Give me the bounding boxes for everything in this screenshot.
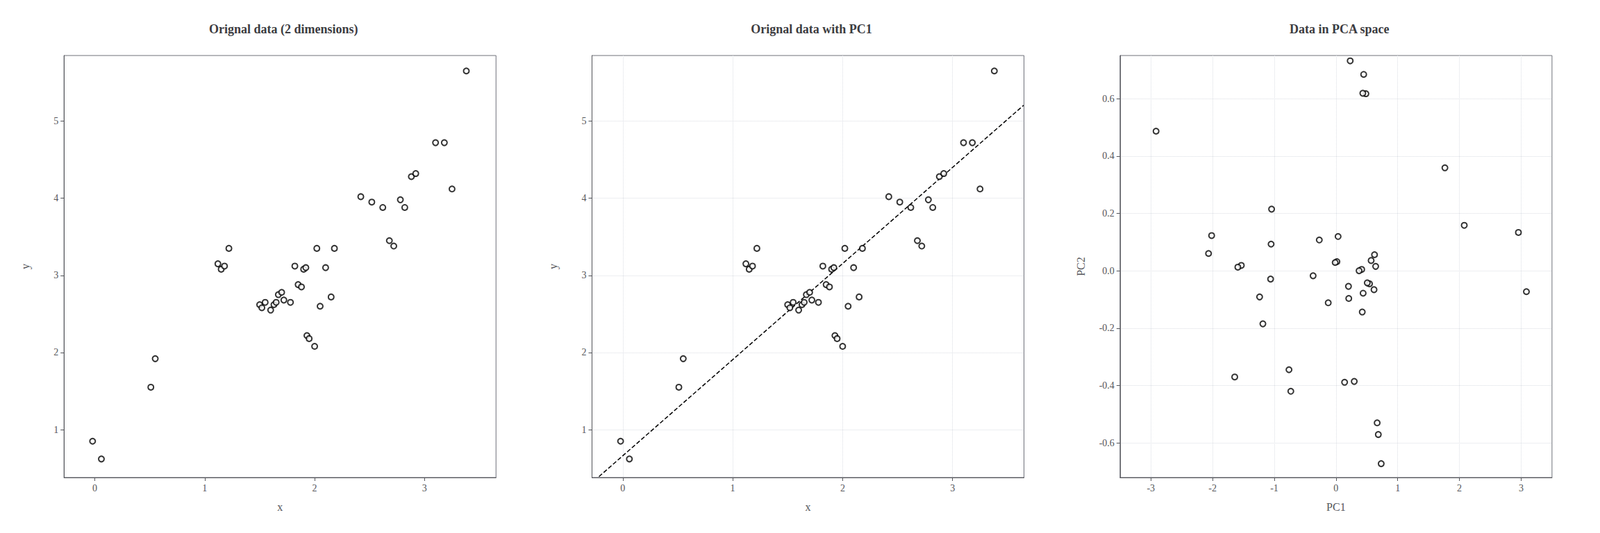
svg-text:0.0: 0.0 <box>1102 265 1115 277</box>
svg-text:1: 1 <box>202 483 207 494</box>
svg-text:3: 3 <box>1518 483 1524 494</box>
svg-text:PC2: PC2 <box>1075 256 1087 277</box>
svg-text:2: 2 <box>840 483 846 494</box>
svg-text:2: 2 <box>1456 483 1462 494</box>
svg-text:0: 0 <box>620 483 625 494</box>
svg-text:4: 4 <box>581 193 587 204</box>
svg-text:3: 3 <box>53 270 59 281</box>
svg-text:-2: -2 <box>1208 483 1217 494</box>
svg-text:2: 2 <box>53 347 59 358</box>
svg-text:2: 2 <box>581 347 587 358</box>
svg-text:Data in PCA space: Data in PCA space <box>1289 22 1390 37</box>
svg-text:y: y <box>547 263 560 270</box>
svg-text:3: 3 <box>581 270 587 281</box>
svg-text:Orignal data with PC1: Orignal data with PC1 <box>750 22 873 37</box>
svg-text:PC1: PC1 <box>1326 501 1346 514</box>
svg-text:0: 0 <box>92 483 98 494</box>
svg-text:0.4: 0.4 <box>1102 150 1115 162</box>
svg-text:-1: -1 <box>1270 483 1279 494</box>
svg-text:3: 3 <box>422 483 428 494</box>
svg-text:Orignal data (2 dimensions): Orignal data (2 dimensions) <box>209 22 359 37</box>
svg-text:-0.2: -0.2 <box>1099 322 1115 334</box>
svg-text:0.2: 0.2 <box>1102 208 1115 219</box>
svg-text:0.6: 0.6 <box>1102 93 1115 105</box>
svg-text:4: 4 <box>53 193 59 204</box>
svg-text:2: 2 <box>312 483 318 494</box>
svg-text:0: 0 <box>1333 483 1339 494</box>
svg-text:x: x <box>805 501 812 514</box>
svg-text:1: 1 <box>581 425 587 436</box>
svg-text:x: x <box>277 501 283 514</box>
svg-text:1: 1 <box>53 425 59 436</box>
svg-text:-0.4: -0.4 <box>1099 380 1115 391</box>
svg-text:y: y <box>19 263 32 270</box>
svg-text:-3: -3 <box>1146 483 1155 494</box>
svg-text:5: 5 <box>53 115 59 127</box>
svg-text:1: 1 <box>1395 483 1400 494</box>
svg-text:1: 1 <box>730 483 736 494</box>
svg-text:-0.6: -0.6 <box>1099 438 1115 449</box>
svg-text:3: 3 <box>950 483 955 494</box>
svg-text:5: 5 <box>581 115 587 127</box>
